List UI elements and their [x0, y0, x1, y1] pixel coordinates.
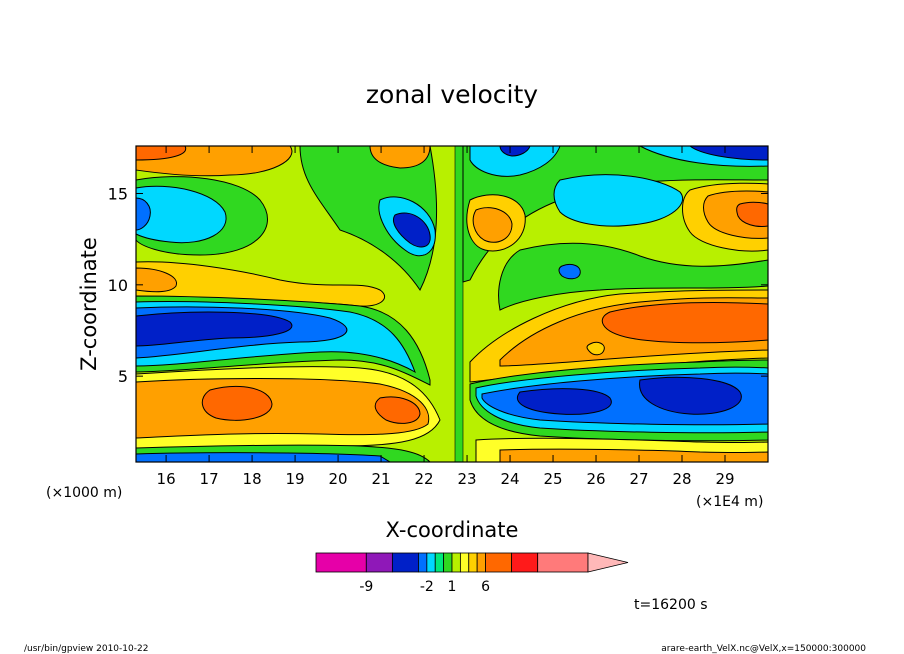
- region-orange-left-mid: [135, 267, 177, 293]
- colorbar-swatch: [418, 552, 428, 573]
- region-red-right-band: [601, 301, 769, 344]
- colorbar-swatch: [434, 552, 445, 573]
- x-unit-left: (×1000 m): [46, 485, 122, 501]
- region-green-top-center: [299, 145, 438, 291]
- x-axis-ticks: 16 17 18 19 20 21 22 23 24 25 26 27 28 29: [157, 146, 735, 488]
- plot-frame: [135, 145, 769, 463]
- x-tick-label: 22: [415, 470, 434, 488]
- x-tick-label: 23: [458, 470, 477, 488]
- y-axis-label: Z-coordinate: [77, 237, 101, 371]
- colorbar-swatch: [459, 552, 470, 573]
- colorbar-swatch: [451, 552, 461, 573]
- x-tick-label: 17: [200, 470, 219, 488]
- chart-title: zonal velocity: [366, 80, 538, 109]
- colorbar-swatch: [315, 552, 367, 573]
- colorbar-swatch: [537, 552, 589, 573]
- time-annotation: t=16200 s: [634, 597, 708, 613]
- colorbar-swatch: [468, 552, 478, 573]
- colorbar-label: -2: [420, 579, 434, 595]
- region-darkblue-left-band: [135, 311, 293, 347]
- x-tick-label: 29: [715, 470, 734, 488]
- x-tick-label: 26: [586, 470, 605, 488]
- y-axis-ticks: 5 10 15: [108, 184, 768, 386]
- colorbar-swatch: [426, 552, 436, 573]
- colorbar-swatch: [511, 552, 539, 573]
- region-green-right-mid: [498, 242, 769, 311]
- x-tick-label: 21: [372, 470, 391, 488]
- y-tick-label: 5: [118, 367, 128, 386]
- colorbar: [315, 552, 629, 573]
- colorbar-extend-arrow: [587, 552, 629, 573]
- colorbar-swatch: [391, 552, 419, 573]
- region-cyan-right-upper: [553, 174, 683, 227]
- x-tick-label: 19: [286, 470, 305, 488]
- region-red-left-low: [201, 386, 421, 424]
- colorbar-swatch: [476, 552, 486, 573]
- colorbar-labels: -9 -2 1 6: [359, 579, 490, 595]
- x-axis-label: X-coordinate: [386, 518, 519, 542]
- region-red-right-upper: [736, 201, 769, 227]
- colorbar-swatch: [443, 552, 453, 573]
- contour-field: [135, 145, 769, 463]
- region-orange-top-center: [369, 145, 431, 169]
- colorbar-label: 1: [448, 579, 457, 595]
- region-orange-center-right: [472, 207, 513, 243]
- x-unit-right: (×1E4 m): [696, 494, 763, 510]
- region-cyan-left-upper: [135, 185, 227, 244]
- x-tick-label: 20: [329, 470, 348, 488]
- region-blue-right-mid: [558, 263, 581, 280]
- colorbar-label: -9: [359, 579, 373, 595]
- x-tick-label: 25: [543, 470, 562, 488]
- colorbar-swatch: [485, 552, 513, 573]
- footer-left: /usr/bin/gpview 2010-10-22: [24, 644, 148, 654]
- region-blue-left-upper: [135, 197, 151, 231]
- region-green-split: [454, 145, 464, 463]
- region-darkblue-right-low: [517, 376, 742, 415]
- region-yellow-right-spot: [586, 341, 605, 356]
- y-tick-label: 10: [108, 276, 128, 295]
- region-blue-left-bottom: [135, 452, 392, 463]
- colorbar-swatch: [365, 552, 393, 573]
- x-tick-label: 28: [672, 470, 691, 488]
- region-orange-right-bottom: [499, 448, 769, 463]
- x-tick-label: 27: [629, 470, 648, 488]
- x-tick-label: 24: [500, 470, 519, 488]
- y-tick-label: 15: [108, 184, 128, 203]
- region-blue-center-left: [393, 212, 431, 248]
- footer-right: arare-earth_VelX.nc@VelX,x=150000:300000: [661, 644, 866, 654]
- x-tick-label: 18: [243, 470, 262, 488]
- x-tick-label: 16: [157, 470, 176, 488]
- colorbar-label: 6: [481, 579, 490, 595]
